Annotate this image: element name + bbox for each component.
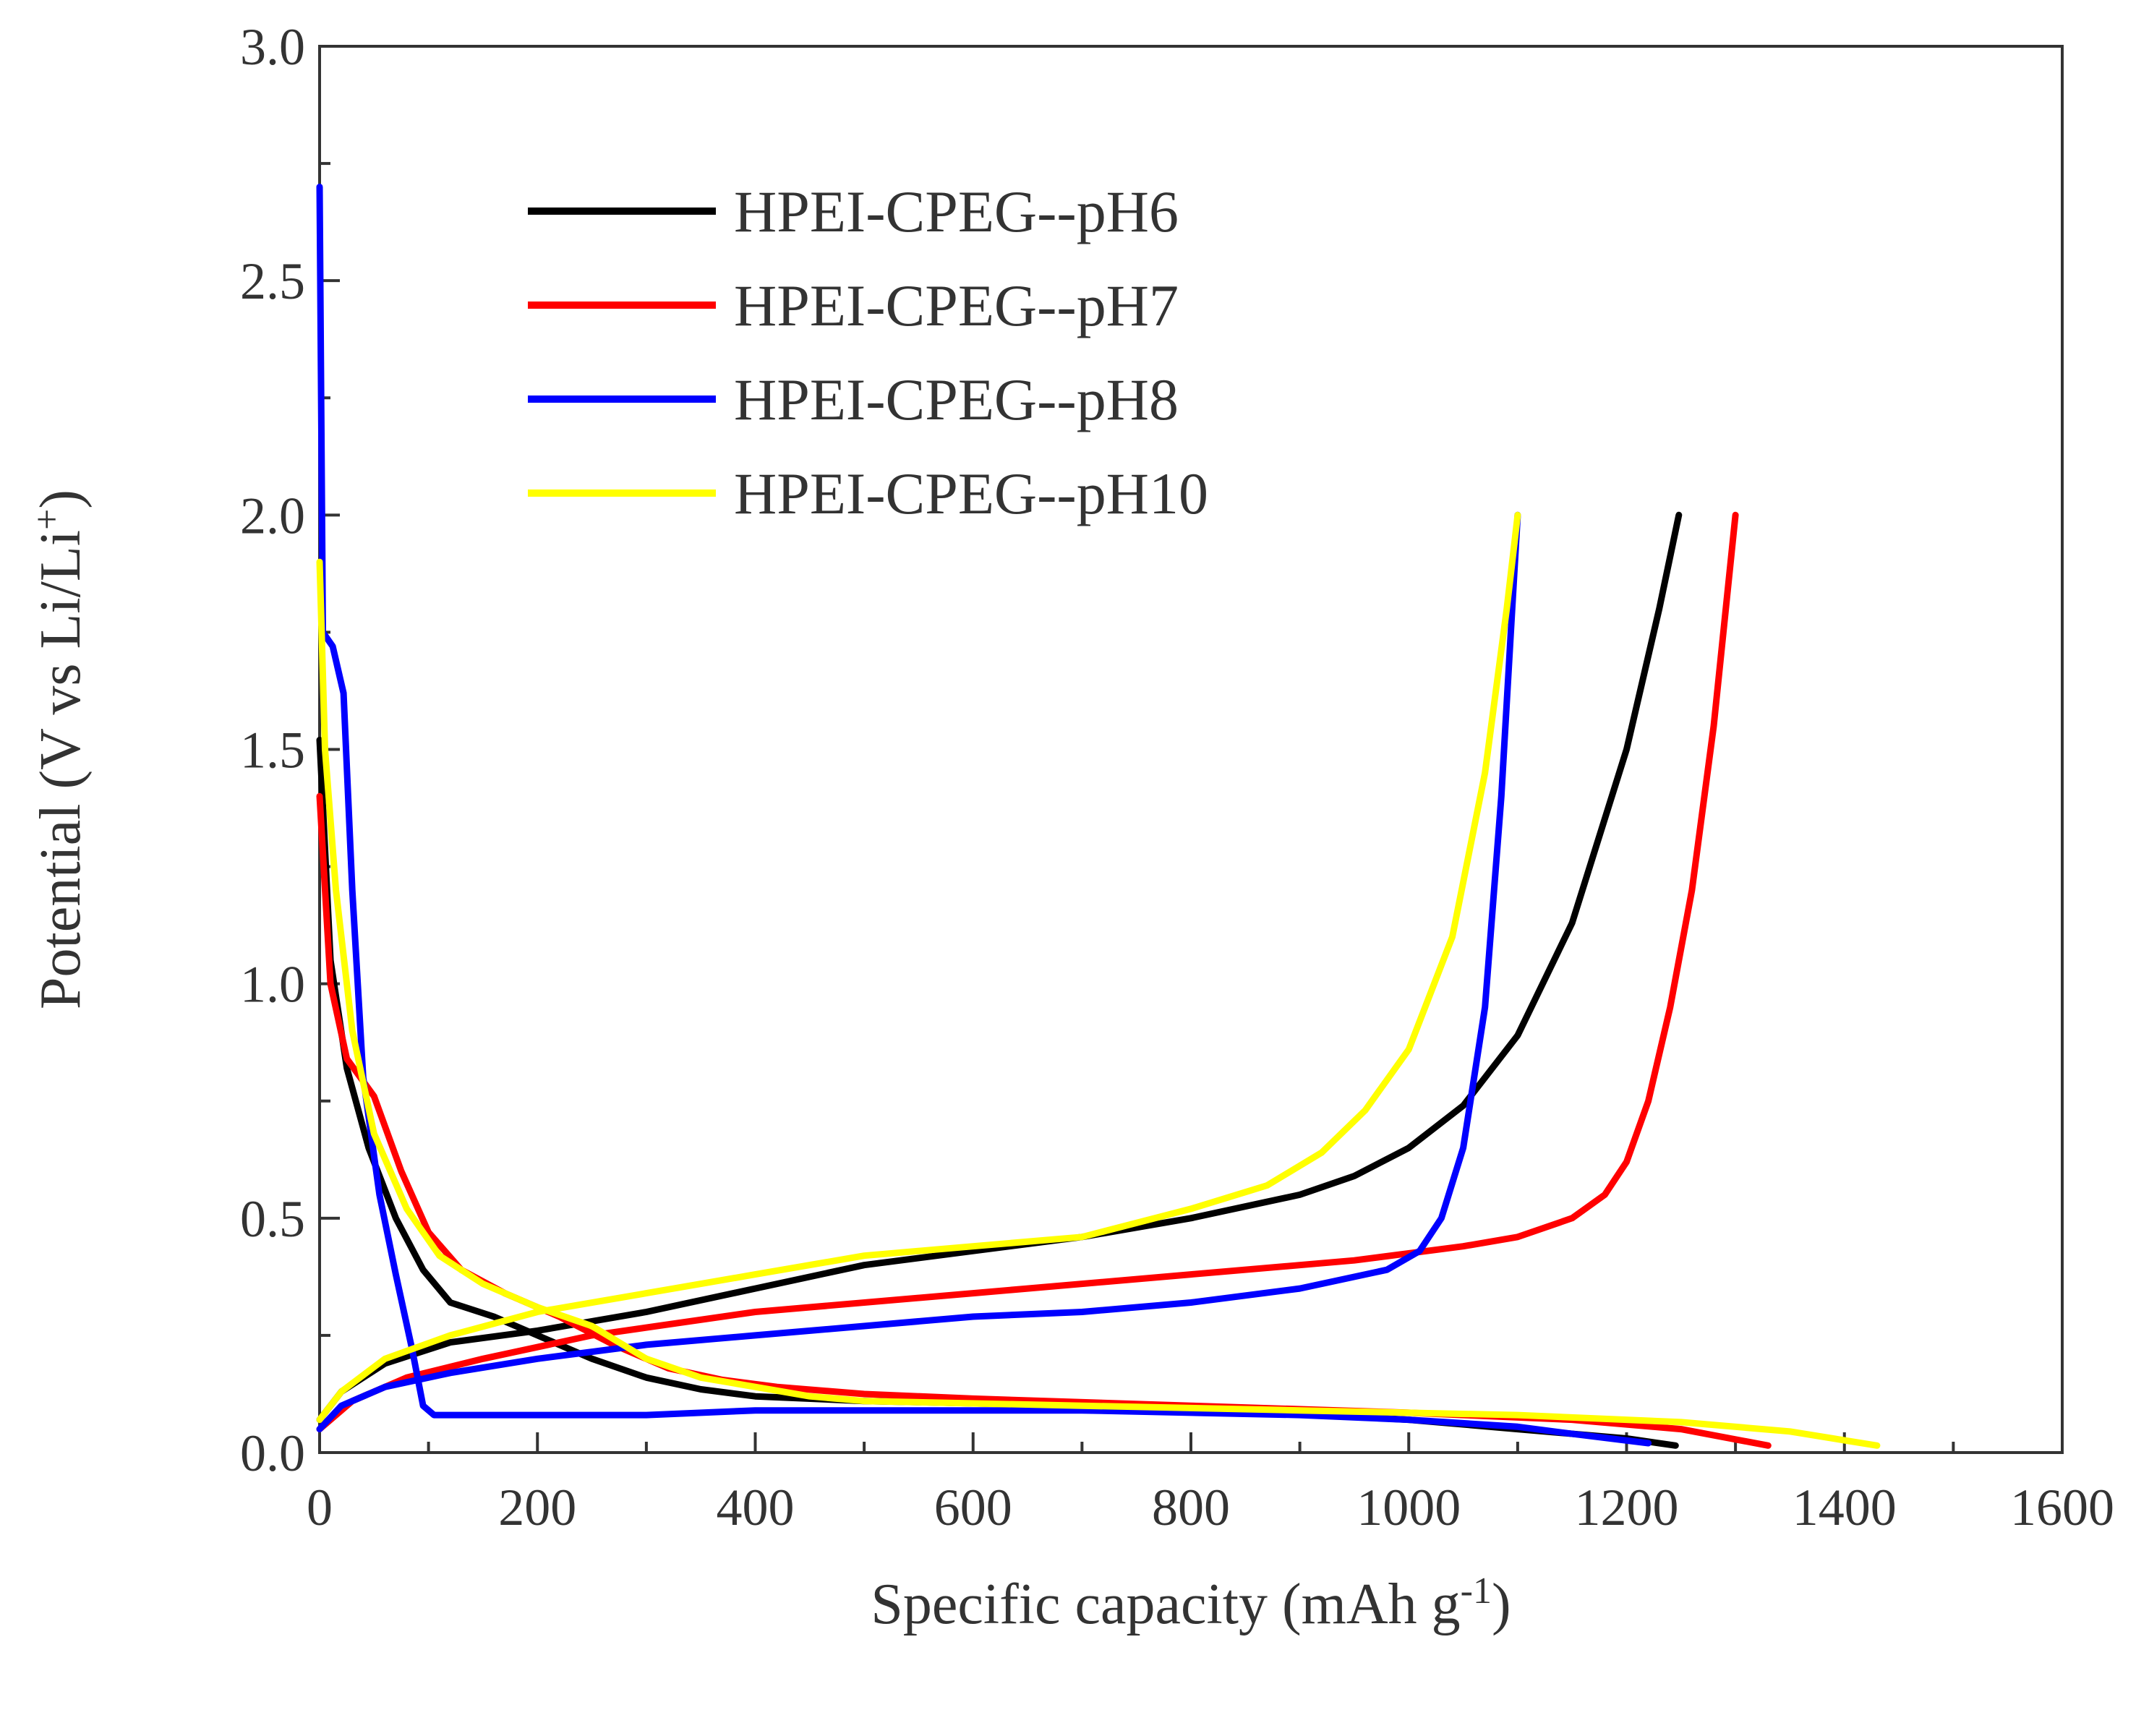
tick-labels: 0 200 400 600 800 1000 1200 1400 1600 0.0 0.5 1.0 1.… [240, 18, 2114, 1536]
y-tick-label: 2.0 [240, 487, 305, 544]
series-line-hpei-cpeg-ph6-charge [316, 511, 1683, 1424]
tick-marks [318, 45, 2064, 1454]
series-line-hpei-cpeg-ph7-charge [316, 511, 1739, 1433]
x-tick-label: 600 [934, 1479, 1012, 1536]
y-tick-label: 1.0 [240, 956, 305, 1014]
legend-label: HPEI-CPEG--pH6 [734, 179, 1179, 244]
x-axis-title-end: ) [1492, 1573, 1511, 1636]
x-axis-title: Specific capacity (mAh g-1) [871, 1570, 1511, 1637]
x-axis-title-sup: -1 [1461, 1570, 1492, 1612]
y-axis-title: Potential (V vs Li/Li+) [27, 489, 93, 1009]
x-tick-label: 1600 [2010, 1479, 2114, 1536]
y-axis-title-sup: + [27, 509, 68, 530]
y-tick-label: 0.5 [240, 1190, 305, 1248]
x-axis-title-main: Specific capacity (mAh g [871, 1573, 1460, 1636]
y-tick-label: 0.0 [240, 1424, 305, 1482]
y-tick-label: 3.0 [240, 18, 305, 76]
legend-label: HPEI-CPEG--pH7 [734, 273, 1179, 338]
x-tick-label: 800 [1152, 1479, 1230, 1536]
x-tick-label: 1200 [1575, 1479, 1679, 1536]
y-axis-title-main: Potential (V vs Li/Li [29, 530, 93, 1009]
legend: HPEI-CPEG--pH6 HPEI-CPEG--pH7 HPEI-CPEG--p… [528, 179, 1208, 526]
legend-label: HPEI-CPEG--pH10 [734, 461, 1208, 526]
series-line-hpei-cpeg-ph10-discharge [316, 558, 1881, 1449]
y-axis-title-end: ) [29, 489, 93, 509]
series-line-hpei-cpeg-ph10-charge [316, 511, 1521, 1424]
legend-label: HPEI-CPEG--pH8 [734, 367, 1179, 432]
y-tick-label: 2.5 [240, 252, 305, 310]
x-tick-label: 1400 [1793, 1479, 1897, 1536]
series-layer [316, 184, 1881, 1449]
x-tick-label: 400 [717, 1479, 795, 1536]
series-line-hpei-cpeg-ph8-discharge [316, 184, 1652, 1447]
series-line-hpei-cpeg-ph8-charge [316, 511, 1521, 1433]
x-tick-label: 1000 [1357, 1479, 1461, 1536]
y-tick-label: 1.5 [240, 722, 305, 779]
x-tick-label: 200 [498, 1479, 576, 1536]
x-tick-label: 0 [307, 1479, 333, 1536]
